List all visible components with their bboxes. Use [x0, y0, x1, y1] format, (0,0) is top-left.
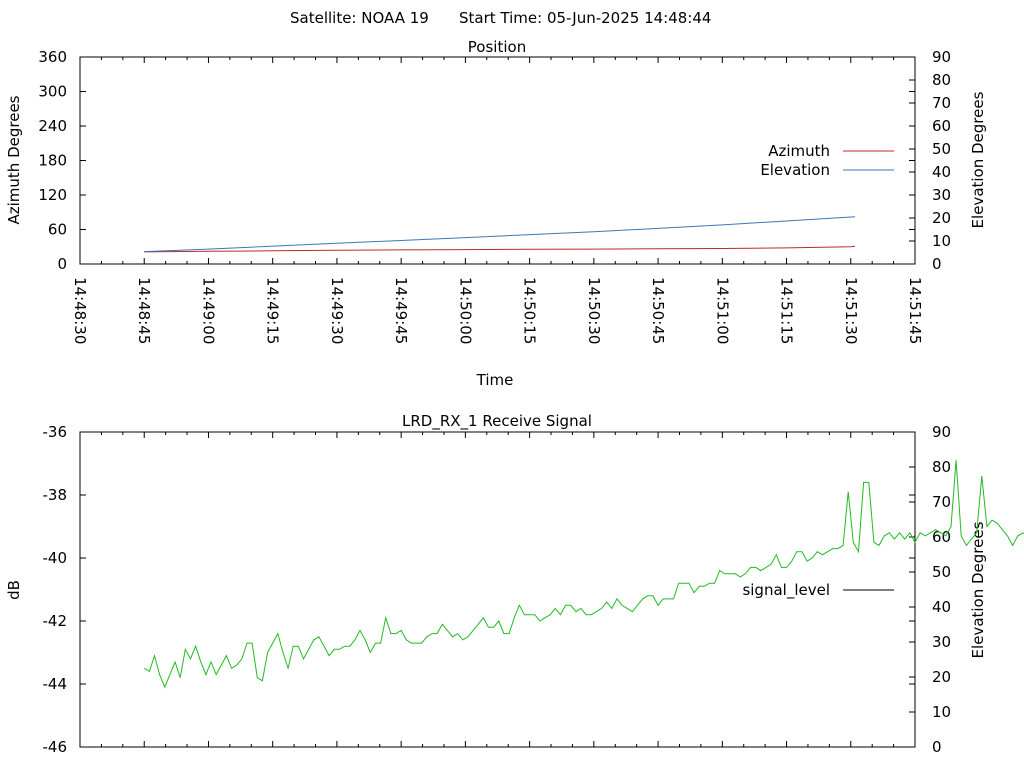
right-tick-label: 90 — [932, 48, 951, 66]
time-tick-label: 14:48:45 — [135, 277, 153, 344]
right-tick-label: 60 — [932, 117, 951, 135]
signal-chart-title: LRD_RX_1 Receive Signal — [402, 412, 592, 431]
right-tick-label: 0 — [932, 255, 942, 273]
position-chart: Position Azimuth Degrees Elevation Degre… — [5, 38, 987, 389]
right-tick-label: 70 — [932, 94, 951, 112]
elevation-line — [144, 216, 856, 253]
right-tick-label: 80 — [932, 71, 951, 89]
signal-elevation-ticks: 0 10 20 30 40 50 60 70 80 90 — [909, 423, 951, 756]
right-tick-label: 80 — [932, 458, 951, 476]
start-time-label: Start Time: 05-Jun-2025 14:48:44 — [459, 9, 711, 27]
left-tick-label: -42 — [43, 612, 68, 630]
legend-azimuth-label: Azimuth — [768, 142, 830, 160]
time-ticks: 14:48:30 14:48:45 14:49:00 14:49:15 14:49:30… — [71, 57, 924, 344]
right-tick-label: 30 — [932, 633, 951, 651]
right-tick-label: 10 — [932, 232, 951, 250]
db-axis-label: dB — [5, 580, 23, 600]
time-tick-label: 14:51:45 — [906, 277, 924, 344]
signal-legend: signal_level — [742, 581, 894, 600]
left-tick-label: -44 — [43, 675, 68, 693]
signal-series — [143, 460, 1024, 689]
right-tick-label: 60 — [932, 528, 951, 546]
azimuth-ticks: 0 60 120 180 240 300 360 — [38, 48, 915, 273]
azimuth-axis-label: Azimuth Degrees — [5, 95, 23, 224]
right-tick-label: 50 — [932, 140, 951, 158]
time-axis-label: Time — [476, 371, 514, 389]
left-tick-label: 240 — [38, 117, 67, 135]
right-tick-label: 30 — [932, 186, 951, 204]
signal-level-line — [143, 460, 1024, 689]
position-chart-title: Position — [468, 38, 526, 56]
azimuth-line — [144, 245, 856, 253]
time-tick-label: 14:51:30 — [842, 277, 860, 344]
right-tick-label: 0 — [932, 738, 942, 756]
left-tick-label: 300 — [38, 83, 67, 101]
left-tick-label: 60 — [48, 221, 67, 239]
time-tick-label: 14:51:15 — [778, 277, 796, 344]
signal-elevation-axis-label: Elevation Degrees — [969, 521, 987, 658]
left-tick-label: 180 — [38, 152, 67, 170]
left-tick-label: 120 — [38, 186, 67, 204]
right-tick-label: 40 — [932, 163, 951, 181]
left-tick-label: -36 — [43, 423, 68, 441]
signal-chart: LRD_RX_1 Receive Signal dB Elevation Deg… — [5, 412, 1024, 756]
right-tick-label: 90 — [932, 423, 951, 441]
signal-time-ticks — [79, 432, 916, 747]
position-legend: Azimuth Elevation — [760, 142, 894, 179]
time-tick-label: 14:49:15 — [264, 277, 282, 344]
right-tick-label: 70 — [932, 493, 951, 511]
position-elevation-axis-label: Elevation Degrees — [969, 91, 987, 228]
right-tick-label: 20 — [932, 668, 951, 686]
legend-signal-label: signal_level — [742, 581, 830, 600]
right-tick-label: 50 — [932, 563, 951, 581]
db-ticks: -46 -44 -42 -40 -38 -36 — [43, 423, 915, 756]
position-series — [144, 216, 856, 253]
time-tick-label: 14:50:30 — [585, 277, 603, 344]
time-tick-label: 14:50:00 — [456, 277, 474, 344]
left-tick-label: 0 — [57, 255, 67, 273]
left-tick-label: 360 — [38, 48, 67, 66]
time-tick-label: 14:49:00 — [199, 277, 217, 344]
position-elevation-ticks: 0 10 20 30 40 50 60 70 80 90 — [909, 48, 951, 273]
right-tick-label: 20 — [932, 209, 951, 227]
left-tick-label: -38 — [43, 486, 68, 504]
time-tick-label: 14:51:00 — [713, 277, 731, 344]
satellite-label: Satellite: NOAA 19 — [290, 9, 429, 27]
time-tick-label: 14:48:30 — [71, 277, 89, 344]
right-tick-label: 40 — [932, 598, 951, 616]
legend-elevation-label: Elevation — [760, 161, 830, 179]
left-tick-label: -40 — [43, 549, 68, 567]
time-tick-label: 14:49:45 — [392, 277, 410, 344]
right-tick-label: 10 — [932, 703, 951, 721]
time-tick-label: 14:50:15 — [521, 277, 539, 344]
signal-plot-frame — [79, 431, 916, 748]
left-tick-label: -46 — [43, 738, 68, 756]
time-tick-label: 14:50:45 — [649, 277, 667, 344]
time-tick-label: 14:49:30 — [328, 277, 346, 344]
